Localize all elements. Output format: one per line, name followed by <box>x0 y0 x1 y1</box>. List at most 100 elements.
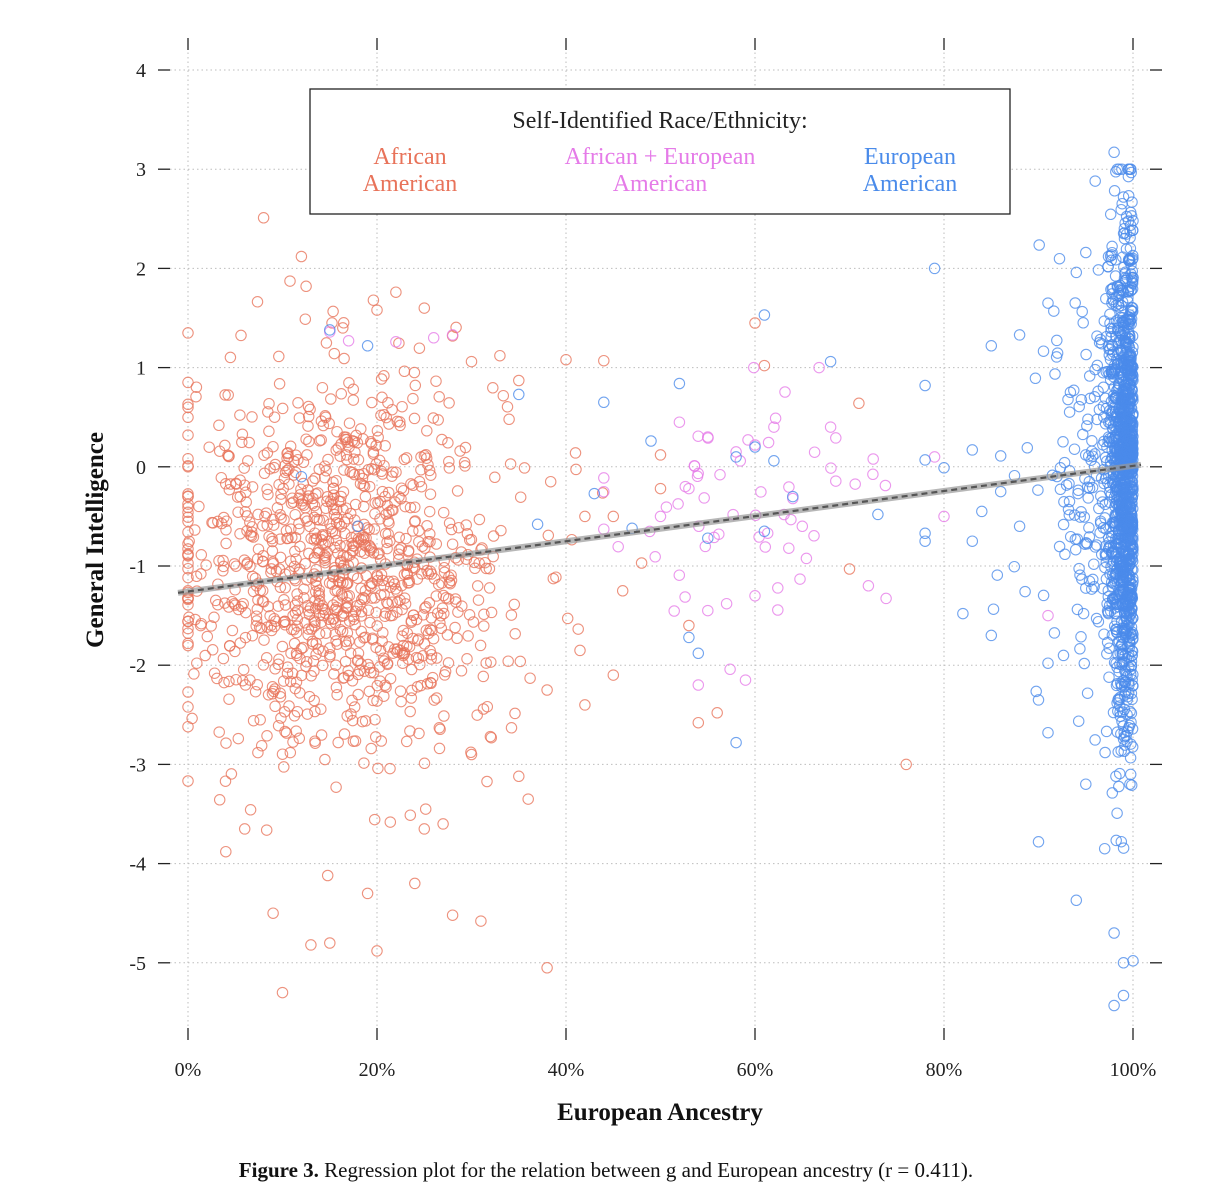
data-point-african-american <box>269 700 281 713</box>
data-point-african-american <box>403 640 416 653</box>
data-point-african-american <box>413 524 425 537</box>
data-point-african-american <box>373 454 386 467</box>
data-point-european-american <box>1119 335 1132 348</box>
data-point-african-american <box>397 624 410 637</box>
data-point-african-american <box>364 541 377 553</box>
data-point-african-american <box>514 491 527 503</box>
data-point-african-american <box>299 313 312 325</box>
data-point-european-american <box>1094 527 1106 539</box>
data-point-african-american <box>513 770 525 783</box>
data-point-african-american <box>220 737 232 749</box>
data-point-european-american <box>1089 448 1101 460</box>
data-point-european-american <box>1126 253 1138 266</box>
data-point-european-american <box>1074 569 1086 581</box>
data-point-african-american <box>308 499 321 512</box>
data-point-african-american <box>402 653 415 665</box>
data-point-african-european-american <box>598 472 610 484</box>
data-point-african-american <box>211 672 223 685</box>
data-point-african-american <box>388 578 401 590</box>
data-point-african-american <box>332 547 344 560</box>
data-point-african-american <box>243 436 255 449</box>
data-point-african-american <box>380 681 392 693</box>
data-point-african-american <box>377 626 389 639</box>
data-point-african-european-american <box>772 582 784 594</box>
data-point-african-american <box>461 528 474 540</box>
data-point-european-american <box>1120 416 1132 428</box>
data-point-african-american <box>345 708 357 720</box>
data-point-african-american <box>182 452 194 465</box>
data-point-european-american <box>1099 746 1111 759</box>
data-point-african-american <box>408 366 421 379</box>
data-point-african-european-american <box>785 513 797 526</box>
data-point-african-american <box>279 725 291 738</box>
data-point-african-american <box>225 768 238 780</box>
data-point-african-american <box>451 485 464 497</box>
data-point-african-american <box>478 608 490 621</box>
data-point-european-american <box>1122 170 1135 183</box>
data-point-african-american <box>400 532 412 545</box>
data-point-european-american <box>1068 443 1081 455</box>
data-point-european-american <box>1118 272 1131 284</box>
data-point-african-american <box>478 620 490 632</box>
data-point-african-american <box>218 676 230 689</box>
data-point-african-american <box>371 570 384 583</box>
data-point-african-american <box>208 667 221 679</box>
data-point-african-european-american <box>342 335 355 347</box>
data-point-european-american <box>1051 347 1064 359</box>
legend-title: Self-Identified Race/Ethnicity: <box>512 108 807 134</box>
data-point-african-american <box>347 394 360 406</box>
data-point-european-american <box>1085 583 1098 595</box>
data-point-european-american <box>1123 651 1135 664</box>
data-point-african-american <box>462 630 474 642</box>
data-point-european-american <box>1081 538 1093 550</box>
data-point-african-american <box>379 440 391 452</box>
data-point-european-american <box>1112 499 1125 511</box>
data-point-african-american <box>487 382 499 394</box>
data-point-african-european-american <box>702 431 714 443</box>
data-point-african-american <box>396 603 408 616</box>
data-point-african-american <box>194 619 207 632</box>
data-point-african-american <box>234 474 246 486</box>
data-point-african-american <box>324 648 336 661</box>
data-point-african-american <box>405 692 418 704</box>
data-point-african-american <box>514 655 527 668</box>
data-point-african-american <box>384 816 397 828</box>
data-point-european-american <box>1121 497 1134 509</box>
data-point-african-european-american <box>1042 609 1054 622</box>
data-point-european-american <box>1125 779 1138 791</box>
data-point-african-american <box>423 505 436 518</box>
data-point-african-american <box>302 623 315 635</box>
data-point-european-american <box>985 629 998 642</box>
data-point-european-american <box>1057 649 1070 662</box>
data-point-african-american <box>267 440 279 453</box>
data-point-african-american <box>570 463 582 476</box>
data-point-african-american <box>616 585 629 597</box>
data-point-african-american <box>244 560 256 573</box>
data-point-african-american <box>217 554 229 567</box>
data-point-african-american <box>381 596 393 609</box>
data-point-european-american <box>1118 703 1131 716</box>
data-point-european-american <box>1114 641 1127 653</box>
data-point-african-european-american <box>691 470 704 483</box>
data-point-african-american <box>542 529 555 542</box>
data-point-african-american <box>366 396 378 409</box>
data-point-african-american <box>279 615 291 628</box>
data-point-african-american <box>295 669 308 682</box>
y-tick-label: 3 <box>136 159 146 181</box>
data-point-african-american <box>199 649 211 662</box>
data-point-african-american <box>446 538 459 550</box>
data-point-european-american <box>1107 592 1119 605</box>
data-point-african-american <box>415 480 428 493</box>
data-point-african-european-american <box>673 569 686 581</box>
data-point-african-american <box>291 613 304 626</box>
data-point-african-american <box>339 527 351 540</box>
data-point-european-american <box>1078 657 1091 670</box>
data-point-african-american <box>409 379 422 392</box>
data-point-african-american <box>407 609 420 621</box>
data-point-african-american <box>404 809 417 821</box>
data-point-african-american <box>261 730 273 742</box>
data-point-african-american <box>279 466 292 479</box>
data-point-european-american <box>1108 146 1120 159</box>
data-point-european-american <box>1082 492 1094 504</box>
data-point-european-american <box>1126 383 1138 396</box>
